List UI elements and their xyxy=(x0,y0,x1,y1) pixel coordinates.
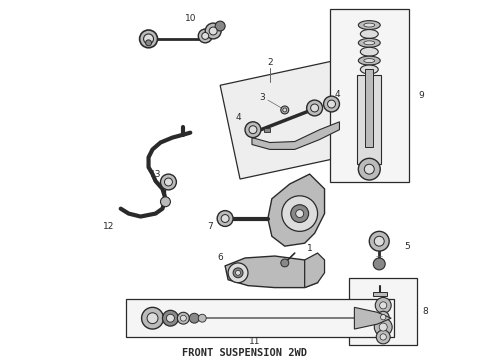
Text: 7: 7 xyxy=(207,222,213,231)
Polygon shape xyxy=(225,256,319,288)
Circle shape xyxy=(205,23,221,39)
Circle shape xyxy=(327,100,336,108)
Circle shape xyxy=(189,313,199,323)
Circle shape xyxy=(215,21,225,31)
Circle shape xyxy=(295,210,304,217)
Circle shape xyxy=(369,231,389,251)
Circle shape xyxy=(140,30,157,48)
Polygon shape xyxy=(252,122,340,149)
Polygon shape xyxy=(305,253,324,288)
Circle shape xyxy=(228,263,248,283)
Circle shape xyxy=(142,307,164,329)
Circle shape xyxy=(281,259,289,267)
Circle shape xyxy=(311,104,319,112)
Circle shape xyxy=(202,32,209,39)
Circle shape xyxy=(161,174,176,190)
Circle shape xyxy=(307,100,322,116)
Ellipse shape xyxy=(360,47,378,56)
Text: 11: 11 xyxy=(249,337,261,346)
Text: 3: 3 xyxy=(259,93,265,102)
Ellipse shape xyxy=(364,59,375,63)
Circle shape xyxy=(209,27,217,35)
Bar xyxy=(357,75,381,164)
Circle shape xyxy=(144,34,153,44)
Bar xyxy=(373,292,387,296)
Circle shape xyxy=(233,268,243,278)
Bar xyxy=(264,128,270,132)
Circle shape xyxy=(217,211,233,226)
Text: 5: 5 xyxy=(404,242,410,251)
Ellipse shape xyxy=(358,39,380,47)
Circle shape xyxy=(373,258,385,270)
Circle shape xyxy=(198,29,212,43)
Text: 4: 4 xyxy=(235,113,241,122)
Circle shape xyxy=(198,314,206,322)
Circle shape xyxy=(249,126,257,134)
Circle shape xyxy=(177,312,189,324)
Circle shape xyxy=(365,164,374,174)
Ellipse shape xyxy=(360,30,378,39)
Circle shape xyxy=(146,40,151,46)
Text: 2: 2 xyxy=(267,58,272,67)
Bar xyxy=(366,68,373,148)
Circle shape xyxy=(167,314,174,322)
Polygon shape xyxy=(354,307,391,329)
Ellipse shape xyxy=(364,41,375,45)
Circle shape xyxy=(381,315,386,320)
Circle shape xyxy=(147,313,158,324)
Circle shape xyxy=(163,310,178,326)
Text: 9: 9 xyxy=(418,91,424,100)
Circle shape xyxy=(161,197,171,207)
Bar xyxy=(349,278,417,345)
Circle shape xyxy=(376,330,390,344)
Text: FRONT SUSPENSION 2WD: FRONT SUSPENSION 2WD xyxy=(182,348,308,358)
Circle shape xyxy=(165,178,172,186)
Bar xyxy=(125,300,394,337)
Circle shape xyxy=(374,236,384,246)
Circle shape xyxy=(221,215,229,222)
Text: 1: 1 xyxy=(307,244,313,253)
Ellipse shape xyxy=(358,56,380,65)
Circle shape xyxy=(375,297,391,313)
Circle shape xyxy=(236,270,241,275)
Circle shape xyxy=(180,315,186,321)
Circle shape xyxy=(358,158,380,180)
Circle shape xyxy=(380,302,387,309)
Circle shape xyxy=(245,122,261,138)
Circle shape xyxy=(380,334,386,340)
Text: 12: 12 xyxy=(103,222,115,231)
Circle shape xyxy=(379,323,387,331)
Text: 4: 4 xyxy=(335,90,340,99)
Ellipse shape xyxy=(358,21,380,30)
Circle shape xyxy=(291,205,309,222)
Text: 8: 8 xyxy=(422,307,428,316)
Polygon shape xyxy=(268,174,324,246)
Text: 10: 10 xyxy=(185,14,196,23)
Circle shape xyxy=(283,108,287,112)
Circle shape xyxy=(374,318,392,336)
Ellipse shape xyxy=(364,23,375,27)
Text: 6: 6 xyxy=(217,253,223,262)
Circle shape xyxy=(377,311,389,323)
Text: 13: 13 xyxy=(150,170,161,179)
Circle shape xyxy=(282,196,318,231)
Circle shape xyxy=(323,96,340,112)
Circle shape xyxy=(281,106,289,114)
Bar xyxy=(329,9,409,182)
Polygon shape xyxy=(220,60,354,179)
Ellipse shape xyxy=(360,65,378,74)
